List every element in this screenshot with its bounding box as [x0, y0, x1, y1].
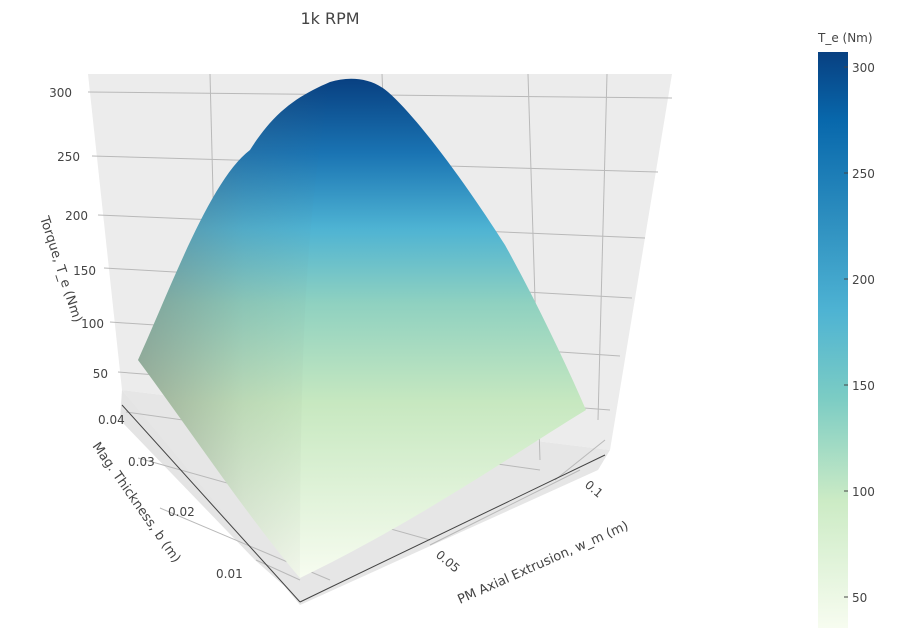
- axis-frame: [121, 404, 606, 603]
- colorbar-tick-200: 200: [852, 273, 875, 287]
- chart-title: 1k RPM: [300, 9, 360, 28]
- colorbar-tick-100: 100: [852, 485, 875, 499]
- colorbar-title: T_e (Nm): [818, 31, 873, 45]
- z-tick-300: 300: [49, 86, 72, 100]
- x-axis-label: PM Axial Extrusion, w_m (m): [456, 519, 631, 608]
- x-tick-0.05: 0.05: [433, 548, 462, 576]
- colorbar-tick-50: 50: [852, 591, 867, 605]
- y-tick-0.01: 0.01: [216, 567, 243, 581]
- z-tick-150: 150: [73, 264, 96, 278]
- z-tick-100: 100: [81, 317, 104, 331]
- z-tick-50: 50: [93, 367, 108, 381]
- colorbar: [818, 52, 848, 628]
- torque-surface: [138, 78, 586, 578]
- y-tick-0.02: 0.02: [168, 505, 195, 519]
- y-tick-0.04: 0.04: [98, 413, 125, 427]
- colorbar-tick-300: 300: [852, 61, 875, 75]
- z-tick-250: 250: [57, 150, 80, 164]
- z-tick-200: 200: [65, 209, 88, 223]
- colorbar-tick-250: 250: [852, 167, 875, 181]
- x-tick-0.1: 0.1: [582, 478, 606, 501]
- colorbar-tick-150: 150: [852, 379, 875, 393]
- y-axis-ticks: 0.04 0.03 0.02 0.01: [98, 413, 243, 581]
- colorbar-ticks: 300 250 200 150 100 50: [844, 61, 875, 605]
- surface-shade: [138, 82, 330, 578]
- z-axis-ticks: 300 250 200 150 100 50: [49, 86, 108, 381]
- y-tick-0.03: 0.03: [128, 455, 155, 469]
